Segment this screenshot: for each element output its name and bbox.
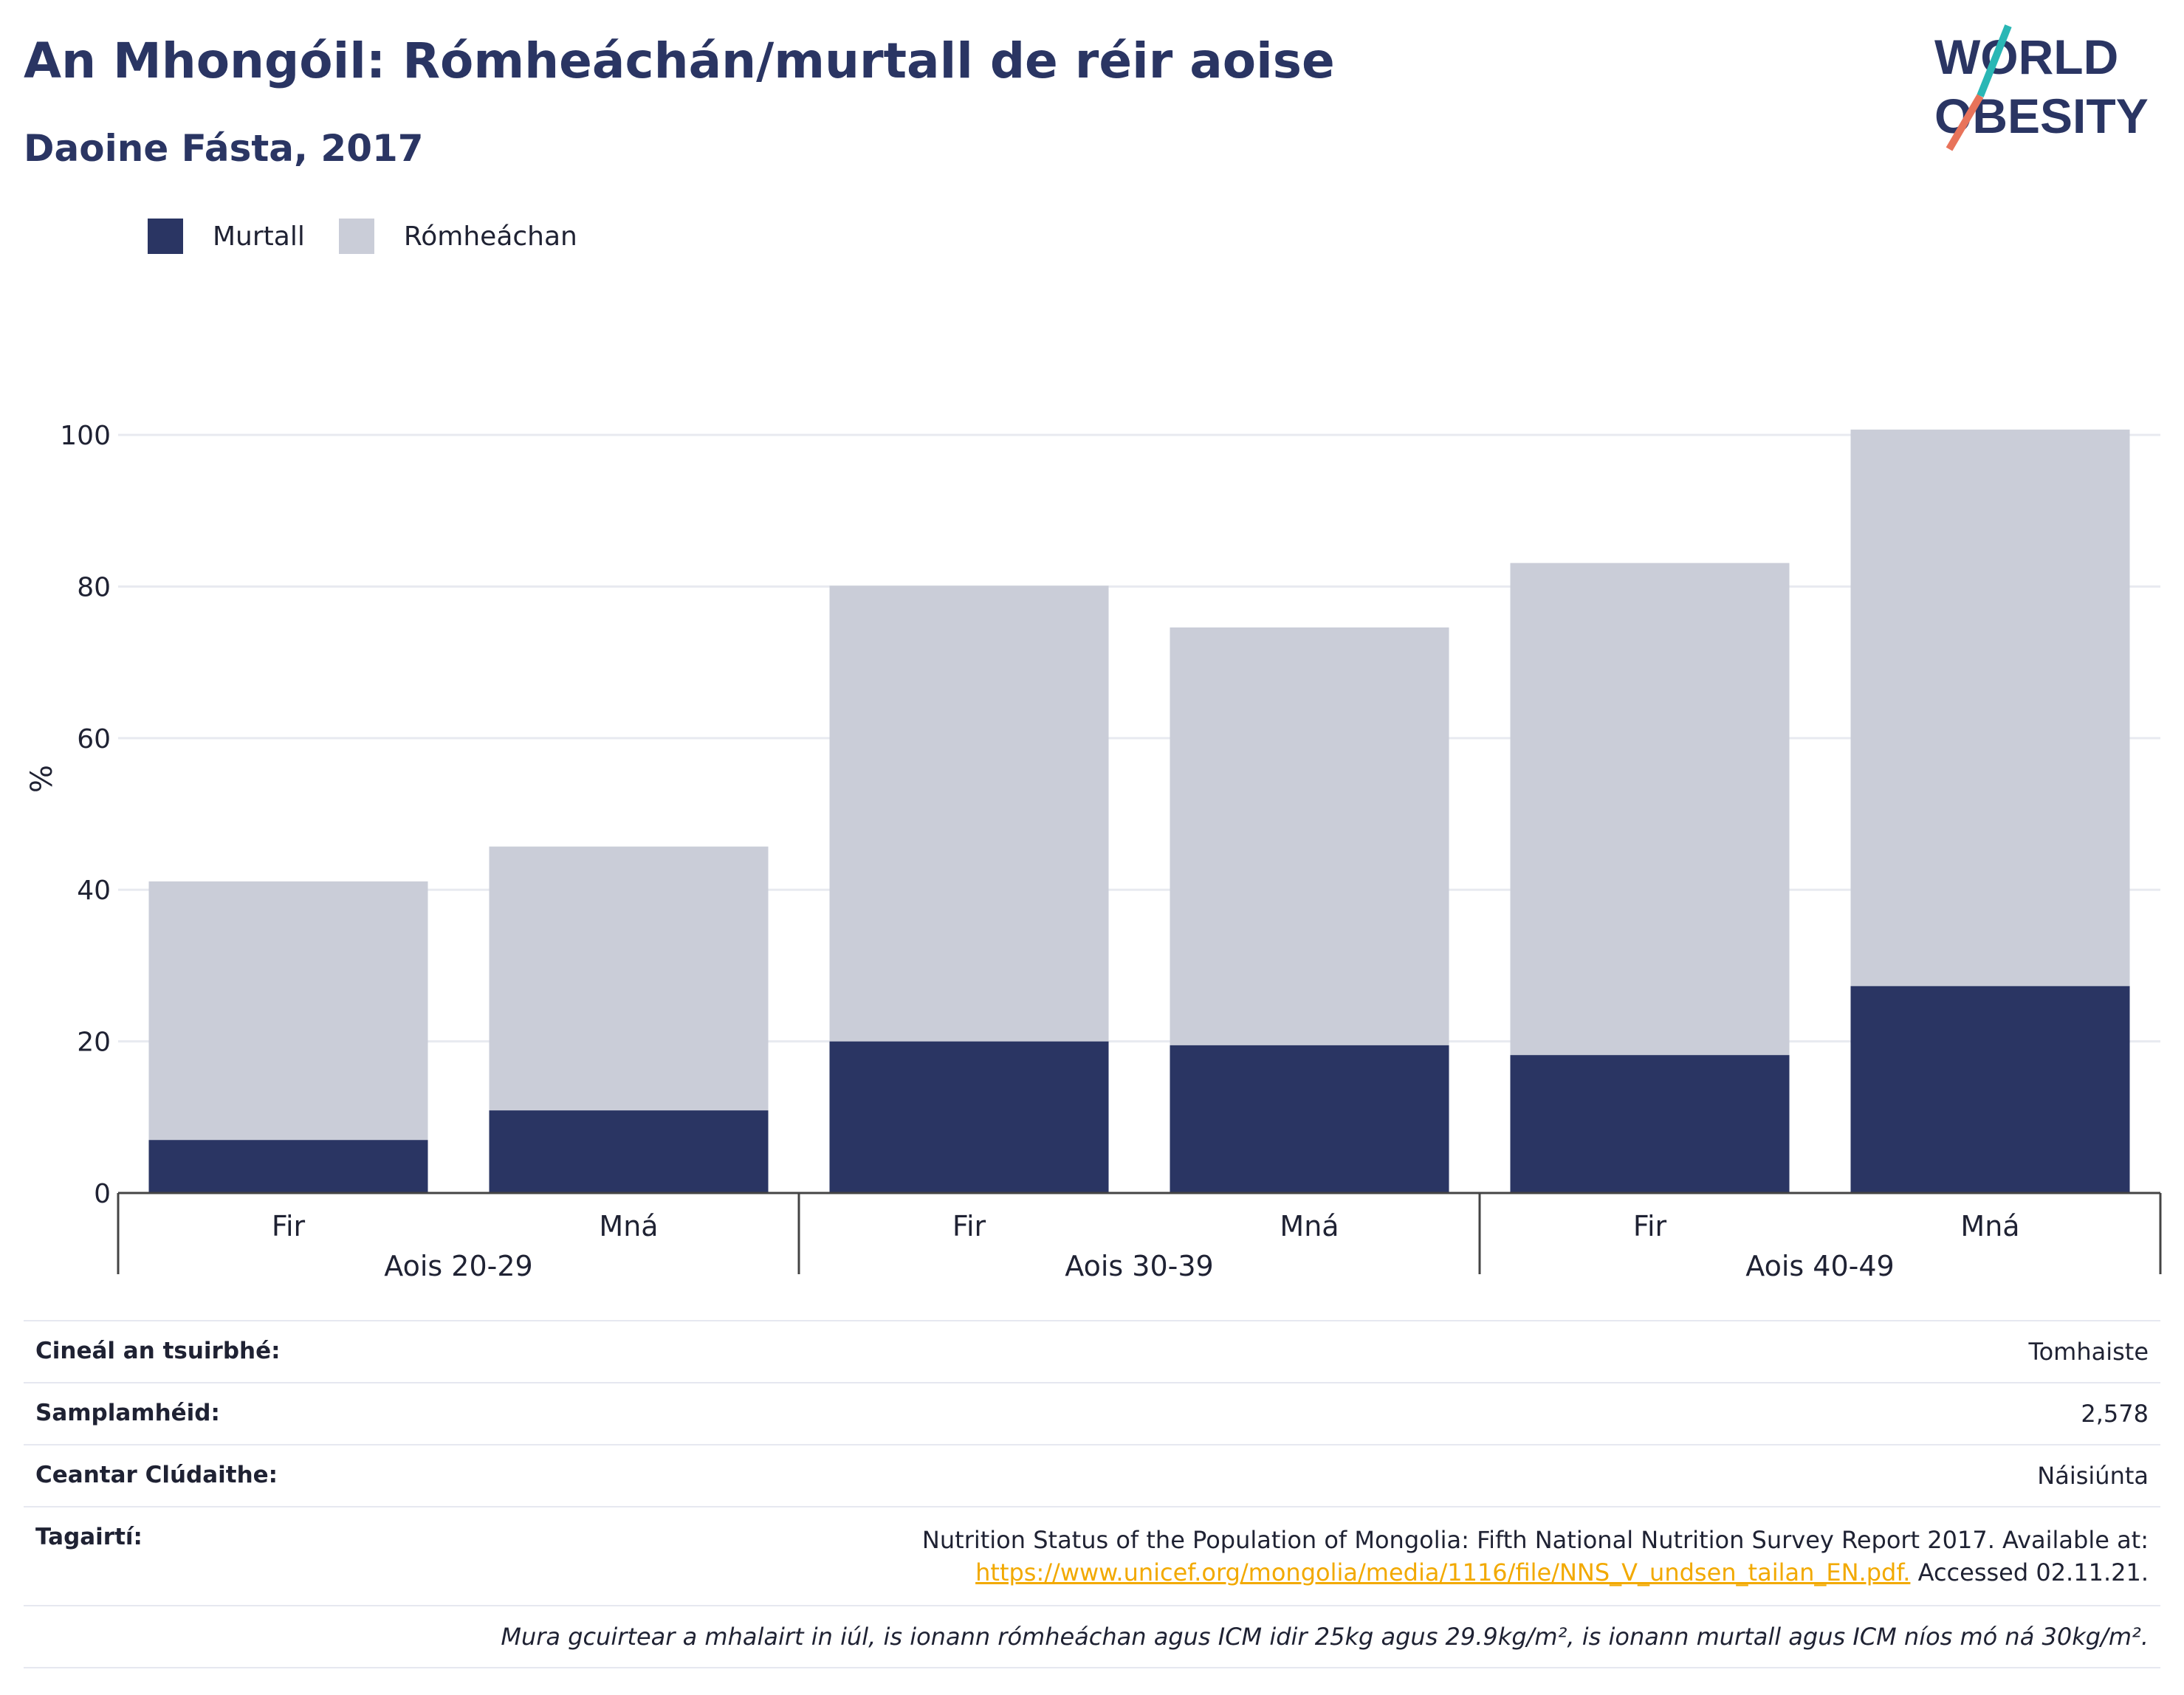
bar-murtall <box>148 1140 428 1193</box>
references-label: Tagairtí: <box>35 1524 142 1550</box>
info-row-area: Ceantar Clúdaithe: Náisiúnta <box>24 1444 2160 1506</box>
bar-rómheáchan <box>1170 627 1449 1045</box>
references-value: Nutrition Status of the Population of Mo… <box>922 1524 2160 1589</box>
x-tick-label: Fir <box>272 1210 306 1242</box>
legend-swatch-romheachan <box>338 219 374 254</box>
y-tick-label: 100 <box>60 421 111 451</box>
y-tick-label: 80 <box>77 572 111 602</box>
page-subtitle: Daoine Fásta, 2017 <box>24 127 424 170</box>
bar-murtall <box>1850 986 2130 1193</box>
chart-legend: Murtall Rómheáchan <box>148 219 611 254</box>
legend-swatch-murtall <box>148 219 183 254</box>
legend-label-romheachan: Rómheáchan <box>403 221 577 252</box>
group-label: Aois 20-29 <box>384 1250 532 1282</box>
x-tick-label: Fir <box>952 1210 986 1242</box>
definition-note: Mura gcuirtear a mhalairt in iúl, is ion… <box>501 1623 2149 1651</box>
sample-value: 2,578 <box>2081 1400 2149 1428</box>
references-accessed: Accessed 02.11.21. <box>1910 1558 2149 1586</box>
info-row-survey-type: Cineál an tsuirbhé: Tomhaiste <box>24 1320 2160 1382</box>
legend-item-romheachan: Rómheáchan <box>338 219 577 254</box>
world-obesity-logo: WORLD OBESITY <box>1934 24 2149 151</box>
y-tick-label: 40 <box>77 876 111 906</box>
y-tick-label: 20 <box>77 1028 111 1058</box>
y-tick-label: 60 <box>77 724 111 754</box>
survey-type-label: Cineál an tsuirbhé: <box>35 1338 281 1364</box>
bar-rómheáchan <box>1850 429 2130 986</box>
logo-line1: WORLD <box>1934 30 2118 84</box>
references-link[interactable]: https://www.unicef.org/mongolia/media/11… <box>975 1558 1911 1586</box>
x-tick-label: Mná <box>1280 1210 1339 1242</box>
bar-rómheáchan <box>489 846 769 1111</box>
info-row-sample: Samplamhéid: 2,578 <box>24 1382 2160 1444</box>
sample-label: Samplamhéid: <box>35 1400 220 1426</box>
area-value: Náisiúnta <box>2037 1462 2149 1490</box>
bar-rómheáchan <box>1510 563 1790 1056</box>
area-label: Ceantar Clúdaithe: <box>35 1462 278 1488</box>
y-tick-label: 0 <box>94 1179 111 1209</box>
bar-rómheáchan <box>829 585 1109 1042</box>
survey-type-value: Tomhaiste <box>2028 1338 2149 1366</box>
legend-item-murtall: Murtall <box>148 219 305 254</box>
legend-label-murtall: Murtall <box>213 221 305 252</box>
references-text: Nutrition Status of the Population of Mo… <box>921 1526 2149 1554</box>
bar-murtall <box>1510 1055 1790 1193</box>
bar-rómheáchan <box>148 881 428 1141</box>
x-tick-label: Fir <box>1633 1210 1667 1242</box>
group-label: Aois 40-49 <box>1745 1250 1894 1282</box>
x-tick-label: Mná <box>1960 1210 2019 1242</box>
stacked-bar-chart: 0 20 40 60 80 100% Fir Mná Fir Mná Fir Mná Aois 20-2… <box>25 421 2162 1282</box>
info-row-note: Mura gcuirtear a mhalairt in iúl, is ion… <box>24 1605 2160 1667</box>
info-row-references: Tagairtí: Nutrition Status of the Popula… <box>24 1506 2160 1605</box>
group-label: Aois 30-39 <box>1065 1250 1213 1282</box>
bar-murtall <box>1170 1045 1449 1193</box>
y-axis-label: % <box>25 765 59 793</box>
x-tick-label: Mná <box>599 1210 658 1242</box>
page-title: An Mhongóil: Rómheáchán/murtall de réir … <box>24 32 1335 89</box>
survey-info-table: Cineál an tsuirbhé: Tomhaiste Samplamhéi… <box>24 1320 2160 1668</box>
bar-murtall <box>829 1041 1109 1193</box>
bar-murtall <box>489 1110 769 1193</box>
